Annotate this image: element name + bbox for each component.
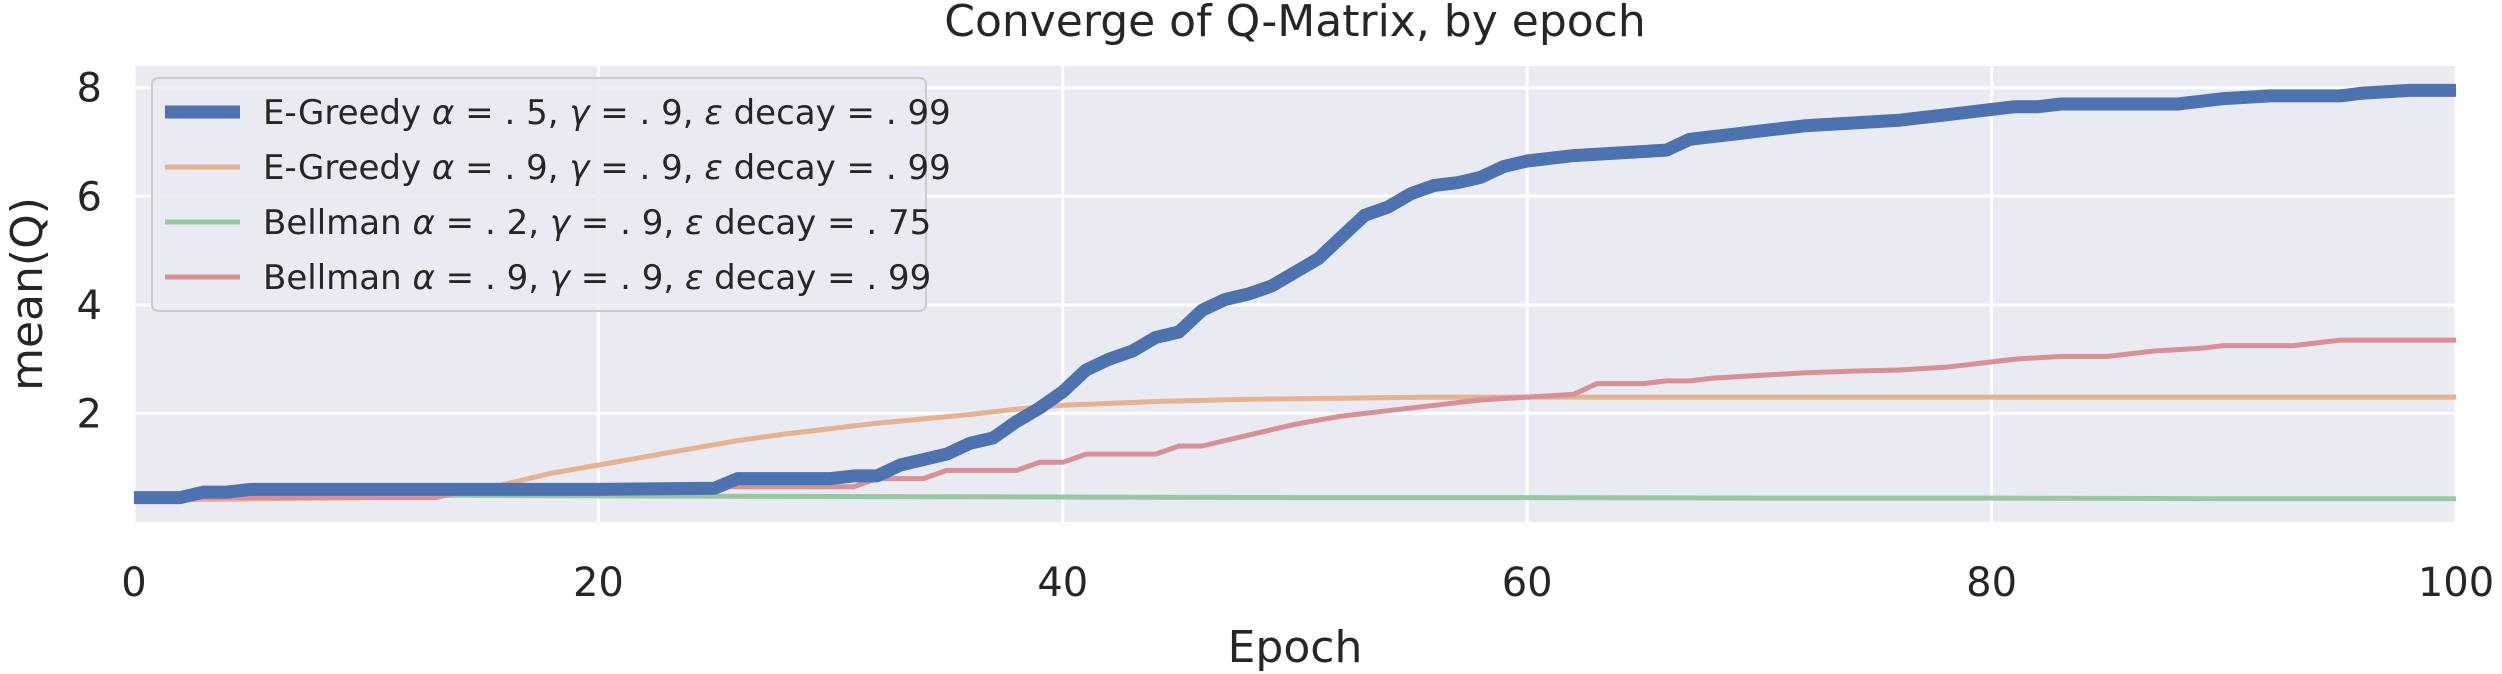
series-line-4 [134,337,2456,501]
y-tick-label: 6 [77,174,102,220]
series-line-1 [134,83,2456,505]
x-tick-label: 0 [121,560,146,606]
chart-title: Converge of Q-Matrix, by epoch [944,0,1646,47]
x-tick-label: 20 [573,560,624,606]
tick-labels: 0 20 40 60 80 100 2 4 6 8 [77,66,2495,606]
x-tick-label: 80 [1966,560,2017,606]
legend-entry: E-Greedy α = . 9, γ = . 9, ε decay = . 9… [263,148,951,188]
legend-entry: Bellman α = . 9, γ = . 9, ε decay = . 99 [263,258,931,298]
legend-entry: E-Greedy α = . 5, γ = . 9, ε decay = . 9… [263,93,951,133]
series-lines [133,83,2456,505]
x-tick-label: 40 [1037,560,1088,606]
legend-frame [151,77,927,312]
y-tick-label: 2 [77,391,102,437]
x-axis-label: Epoch [1228,622,1363,673]
y-axis-label: mean(Q) [2,197,53,391]
legend: E-Greedy α = . 5, γ = . 9, ε decay = . 9… [151,77,951,312]
legend-entry: Bellman α = . 2, γ = . 9, ε decay = . 75 [263,203,931,243]
x-tick-label: 100 [2418,560,2494,606]
y-tick-label: 8 [77,66,102,112]
y-tick-label: 4 [77,283,102,329]
x-tick-label: 60 [1502,560,1553,606]
